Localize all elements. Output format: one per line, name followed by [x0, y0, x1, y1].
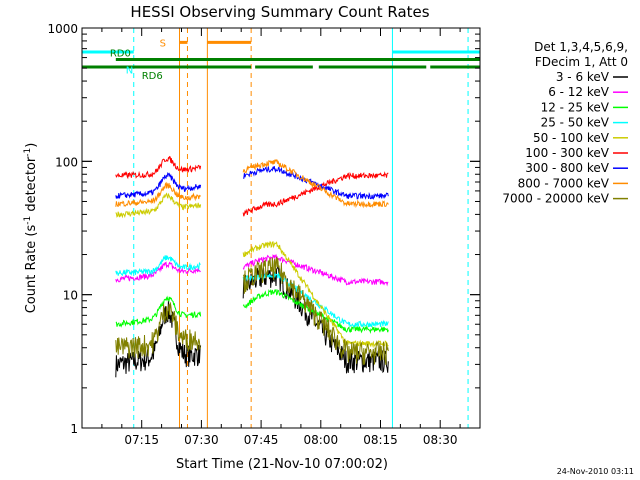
x-tick-label: 07:30 [184, 433, 219, 447]
flag-label: RD0 [110, 49, 131, 60]
y-tick-label: 10 [63, 289, 78, 303]
x-tick-label: 07:15 [124, 433, 159, 447]
series-line-part2 [242, 256, 389, 365]
y-tick-label: 1000 [47, 22, 78, 36]
series-line-part1 [115, 302, 202, 359]
y-axis-label-mid: detector [24, 156, 39, 216]
series-line-part2 [242, 266, 389, 374]
series-line-part1 [115, 295, 202, 328]
timestamp: 24-Nov-2010 03:11 [557, 467, 634, 476]
y-axis-label-end: ) [24, 143, 39, 148]
series-line-part2 [242, 171, 389, 217]
legend-label: 12 - 25 keV [541, 100, 610, 114]
series-line-part1 [115, 261, 201, 283]
x-axis-label: Start Time (21-Nov-10 07:00:02) [176, 457, 388, 472]
chart-title: HESSI Observing Summary Count Rates [130, 3, 429, 21]
plot-area: RD0 RD6 S N [81, 27, 481, 429]
series-line-part1 [115, 254, 201, 277]
x-axis-ticks: 07:15 07:30 07:45 08:00 08:15 08:30 [81, 28, 481, 447]
legend-label: 800 - 7000 keV [518, 176, 610, 190]
legend-label: 6 - 12 keV [548, 85, 610, 99]
legend-label: 3 - 6 keV [556, 70, 610, 84]
x-tick-label: 08:30 [423, 433, 458, 447]
series-line-part1 [115, 155, 202, 180]
series-lines [115, 155, 389, 378]
legend-label: 50 - 100 keV [533, 131, 610, 145]
legend-label: 25 - 50 keV [541, 116, 610, 130]
legend: Det 1,3,4,5,6,9, FDecim 1, Att 0 3 - 6 k… [502, 40, 628, 206]
series-line-part2 [242, 166, 389, 200]
y-axis-ticks: 1 10 100 1000 [47, 22, 480, 436]
legend-header-2: FDecim 1, Att 0 [535, 55, 628, 69]
series-line-part1 [115, 172, 202, 199]
series-line-part2 [242, 271, 389, 328]
series-line-part2 [242, 240, 389, 349]
y-axis-label-sup1: -1 [23, 216, 33, 225]
y-axis-label: Count Rate (s-1 detector-1) [23, 143, 39, 314]
series-line-part1 [115, 192, 202, 219]
series-line-part2 [242, 253, 389, 287]
y-tick-label: 100 [55, 155, 78, 169]
legend-header-1: Det 1,3,4,5,6,9, [534, 40, 628, 54]
series-line-part2 [242, 159, 389, 209]
y-axis-label-main: Count Rate (s [24, 225, 39, 314]
x-tick-label: 07:45 [244, 433, 279, 447]
flag-bars: RD0 RD6 S N [82, 38, 480, 82]
legend-label: 100 - 300 keV [525, 146, 609, 160]
x-tick-label: 08:00 [304, 433, 339, 447]
flag-label: N [126, 66, 133, 77]
x-tick-label: 08:15 [363, 433, 398, 447]
legend-label: 300 - 800 keV [525, 161, 609, 175]
vertical-markers [133, 28, 469, 428]
flag-label: RD6 [142, 71, 163, 82]
series-line-part1 [115, 181, 201, 207]
legend-label: 7000 - 20000 keV [502, 192, 609, 206]
y-tick-label: 1 [70, 422, 78, 436]
y-axis-label-sup2: -1 [23, 148, 33, 157]
flag-label: S [160, 38, 166, 49]
